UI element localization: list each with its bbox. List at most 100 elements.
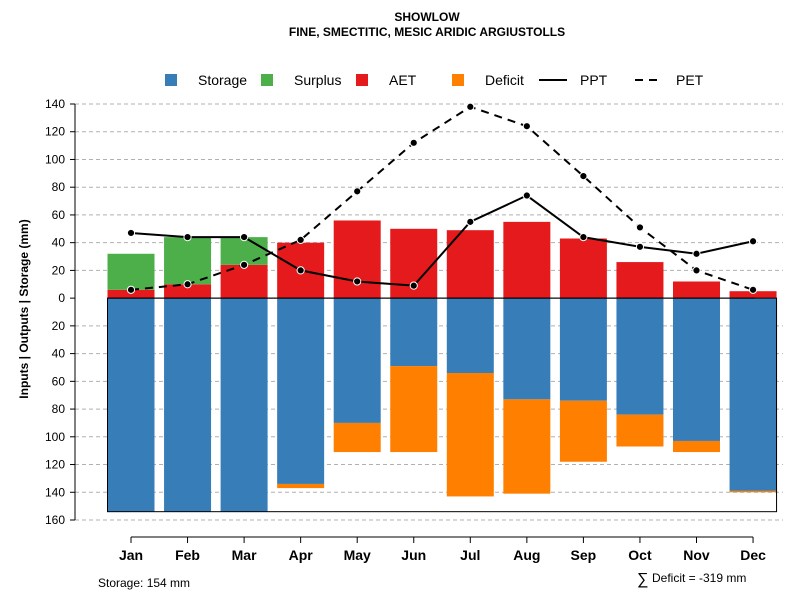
pet-point: [466, 102, 475, 111]
legend-item-deficit: Deficit: [452, 72, 524, 88]
deficit-bar: [616, 414, 664, 447]
ppt-point: [183, 233, 192, 242]
surplus-bar: [164, 237, 212, 285]
pet-point: [748, 285, 758, 294]
y-tick-label: 100: [45, 430, 65, 444]
deficit-total-label: Deficit = -319 mm: [652, 571, 746, 585]
ppt-point: [635, 242, 645, 251]
ppt-point: [126, 228, 136, 238]
ppt-point: [692, 249, 701, 258]
month-bar-group-may: [333, 220, 381, 453]
storage-bar: [333, 298, 381, 423]
deficit-bar: [729, 490, 777, 493]
month-bar-group-dec: [729, 291, 777, 493]
legend-swatch: [452, 74, 464, 86]
legend-swatch: [165, 74, 177, 86]
month-bar-group-oct: [616, 262, 664, 447]
month-bar-group-sep: [559, 238, 607, 462]
pet-line: [130, 105, 754, 291]
aet-bar: [446, 230, 494, 299]
chart-title: SHOWLOW: [394, 10, 460, 24]
month-bar-group-aug: [503, 221, 551, 494]
storage-bar: [729, 298, 777, 491]
month-bar-group-jan: [107, 253, 155, 512]
x-tick-label-jan: Jan: [119, 547, 143, 563]
aet-bar: [164, 284, 212, 299]
month-bar-group-feb: [164, 237, 212, 512]
storage-bar: [503, 298, 551, 400]
x-tick-label-feb: Feb: [175, 547, 200, 563]
ppt-point: [579, 233, 588, 242]
surplus-bar: [220, 237, 268, 265]
surplus-bar: [107, 253, 155, 290]
ppt-point: [296, 266, 305, 275]
y-tick-label: 120: [45, 458, 65, 472]
storage-bar: [220, 298, 268, 512]
pet-point: [126, 285, 136, 294]
legend-label: PPT: [580, 72, 608, 88]
pet-point: [183, 280, 192, 289]
storage-bar: [277, 298, 325, 484]
month-bar-group-jun: [390, 228, 438, 453]
deficit-bar: [333, 422, 381, 453]
legend-label: AET: [389, 72, 417, 88]
deficit-bar: [673, 440, 720, 453]
deficit-bar: [559, 400, 607, 462]
deficit-bar: [277, 483, 325, 489]
y-tick-label: 80: [52, 180, 66, 194]
legend-label: Surplus: [294, 72, 341, 88]
aet-bar: [503, 221, 551, 299]
storage-bar: [390, 298, 438, 367]
storage-bar: [446, 298, 494, 374]
month-bar-group-jul: [446, 230, 494, 497]
x-tick-label-jun: Jun: [401, 547, 426, 563]
x-tick-label-apr: Apr: [289, 547, 314, 563]
lines: [126, 102, 758, 294]
storage-bar: [107, 298, 155, 512]
month-bar-group-apr: [277, 242, 325, 489]
x-tick-label-dec: Dec: [740, 547, 766, 563]
aet-bar: [673, 281, 720, 299]
ppt-point: [466, 217, 475, 226]
x-tick-label-mar: Mar: [232, 547, 257, 563]
storage-bar: [616, 298, 664, 415]
x-tick-label-nov: Nov: [683, 547, 710, 563]
x-tick-label-may: May: [344, 547, 371, 563]
storage-bar: [164, 298, 212, 512]
pet-point: [240, 260, 249, 269]
legend-item-surplus: Surplus: [261, 72, 341, 88]
x-tick-label-jul: Jul: [460, 547, 480, 563]
legend-item-pet: PET: [635, 72, 704, 88]
chart-subtitle: FINE, SMECTITIC, MESIC ARIDIC ARGIUSTOLL…: [289, 25, 565, 39]
ppt-point: [240, 233, 249, 242]
legend: Storage Surplus AET Deficit PPT PET: [165, 72, 704, 88]
storage-bar: [559, 298, 607, 401]
y-tick-label: 60: [52, 374, 66, 388]
x-tick-label-aug: Aug: [513, 547, 540, 563]
x-tick-label-oct: Oct: [628, 547, 652, 563]
storage-capacity-outline: [107, 297, 778, 513]
deficit-bar: [503, 399, 551, 494]
legend-item-aet: AET: [356, 72, 417, 88]
deficit-bar: [390, 366, 438, 453]
pet-point: [635, 223, 645, 232]
y-tick-label: 40: [52, 236, 66, 250]
sum-symbol: ∑: [637, 571, 648, 588]
month-bar-group-nov: [673, 281, 720, 453]
pet-point: [692, 266, 701, 275]
month-bar-group-mar: [220, 237, 268, 512]
y-tick-label: 60: [52, 208, 66, 222]
y-tick-label: 140: [45, 97, 65, 111]
chart-titles: SHOWLOW FINE, SMECTITIC, MESIC ARIDIC AR…: [289, 10, 565, 39]
bars: [107, 220, 778, 513]
y-tick-label: 80: [52, 402, 66, 416]
storage-total-label: Storage: 154 mm: [98, 576, 190, 590]
aet-bar: [107, 289, 155, 299]
storage-bar: [673, 298, 720, 441]
legend-swatch: [261, 74, 273, 86]
pet-point: [409, 138, 418, 147]
pet-point: [522, 122, 531, 131]
y-axis-label: Inputs | Outputs | Storage (mm): [17, 219, 31, 398]
deficit-bar: [446, 373, 494, 497]
